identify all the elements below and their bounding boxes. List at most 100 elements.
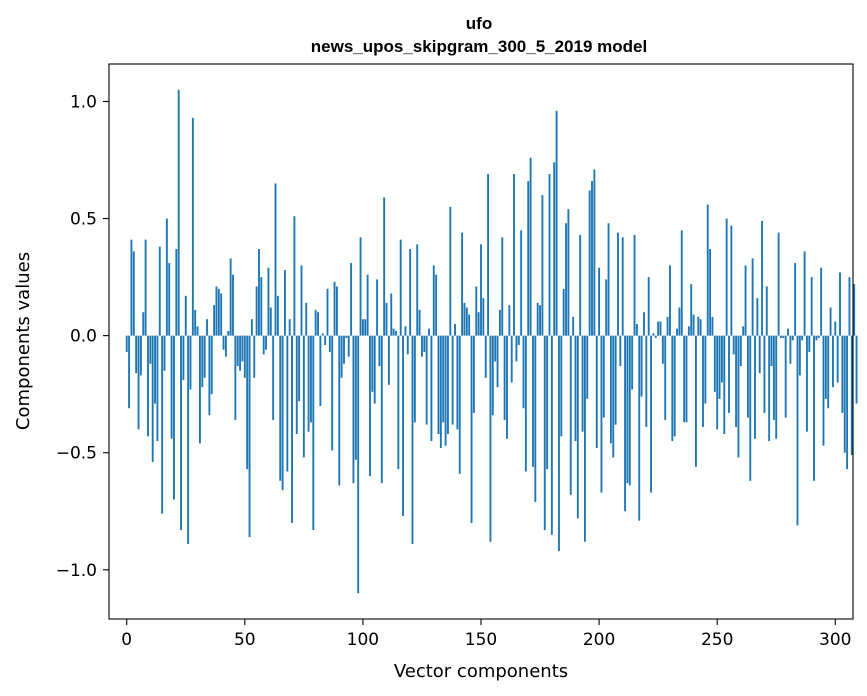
bar-107	[378, 335, 381, 367]
bar-262	[744, 265, 747, 336]
bar-235	[680, 230, 683, 336]
bar-44	[229, 258, 232, 336]
bar-198	[593, 169, 596, 336]
bar-67	[284, 270, 286, 336]
bar-118	[404, 326, 407, 336]
bar-216	[635, 323, 638, 336]
bar-49	[241, 335, 244, 362]
bar-307	[850, 335, 853, 456]
bar-219	[643, 312, 645, 336]
bar-22	[177, 89, 180, 336]
bar-246	[706, 204, 709, 336]
bar-113	[392, 328, 395, 336]
bar-174	[536, 302, 539, 336]
bar-230	[669, 265, 671, 336]
chart-title-line2: news_upos_skipgram_300_5_2019 model	[311, 37, 647, 56]
bar-158	[498, 309, 501, 336]
bar-268	[758, 335, 761, 374]
bar-36	[210, 335, 213, 395]
bar-129	[430, 335, 433, 442]
bar-233	[676, 328, 678, 336]
bar-179	[548, 174, 551, 336]
bar-97	[354, 335, 357, 460]
x-axis-ticks: 0 50 100 150 200 250 300	[121, 619, 852, 650]
bar-10	[149, 335, 152, 364]
bar-205	[609, 335, 612, 444]
bar-32	[201, 335, 204, 388]
bar-176	[541, 195, 544, 336]
bar-33	[203, 335, 206, 378]
bar-0	[125, 335, 128, 353]
bar-146	[470, 335, 473, 523]
bar-84	[324, 335, 327, 346]
bar-117	[402, 335, 404, 516]
bar-51	[246, 335, 249, 470]
bar-302	[839, 272, 841, 336]
bar-108	[380, 335, 383, 484]
bar-294	[820, 267, 823, 336]
bar-31	[198, 335, 201, 444]
bar-11	[151, 335, 154, 463]
bar-218	[640, 335, 643, 397]
bar-2	[130, 239, 133, 336]
bar-253	[723, 335, 726, 434]
bar-298	[829, 307, 832, 336]
bar-149	[477, 312, 480, 336]
bar-256	[730, 225, 733, 336]
bar-267	[756, 298, 759, 336]
bar-6	[139, 335, 142, 376]
bar-192	[579, 234, 582, 336]
bar-203	[605, 279, 608, 336]
bar-238	[687, 326, 690, 336]
bar-157	[496, 335, 499, 388]
bar-224	[654, 335, 657, 338]
bar-214	[631, 335, 634, 390]
bar-236	[683, 335, 686, 423]
bar-110	[385, 302, 388, 336]
bar-40	[220, 293, 223, 336]
bar-273	[770, 335, 773, 367]
bar-98	[357, 335, 360, 594]
bar-177	[543, 335, 546, 531]
bar-200	[598, 267, 601, 336]
bar-208	[617, 232, 619, 336]
bar-18	[168, 263, 171, 336]
bar-58	[262, 335, 265, 355]
bar-171	[529, 157, 532, 336]
bar-64	[276, 295, 279, 336]
bar-181	[553, 162, 556, 336]
bar-46	[234, 335, 237, 420]
bar-184	[560, 335, 563, 437]
bar-293	[817, 335, 820, 338]
x-tick-label: 100	[347, 630, 379, 650]
bar-277	[780, 335, 782, 338]
bar-60	[267, 267, 270, 336]
bar-20	[173, 335, 175, 500]
bar-147	[472, 335, 475, 413]
bar-286	[801, 335, 804, 341]
bar-132	[437, 335, 440, 434]
bar-170	[527, 181, 530, 336]
bar-164	[513, 174, 516, 336]
bar-138	[451, 335, 454, 425]
y-axis-ticks: −1.0 −0.5 0.0 0.5 1.0	[56, 92, 109, 581]
bar-121	[411, 335, 414, 545]
bar-282	[791, 335, 794, 341]
bar-52	[248, 335, 251, 538]
bar-254	[725, 218, 728, 336]
bar-17	[165, 218, 168, 336]
bar-68	[286, 335, 289, 472]
bar-142	[461, 232, 464, 336]
bar-154	[489, 335, 492, 542]
bar-289	[808, 335, 811, 353]
bar-85	[326, 288, 329, 336]
bar-92	[343, 335, 345, 364]
bar-243	[699, 319, 702, 336]
bar-239	[690, 284, 693, 336]
bar-280	[787, 328, 789, 336]
bar-263	[746, 335, 749, 418]
bar-251	[718, 335, 721, 399]
bar-126	[423, 335, 426, 353]
bar-207	[614, 335, 617, 425]
bar-96	[352, 335, 355, 484]
